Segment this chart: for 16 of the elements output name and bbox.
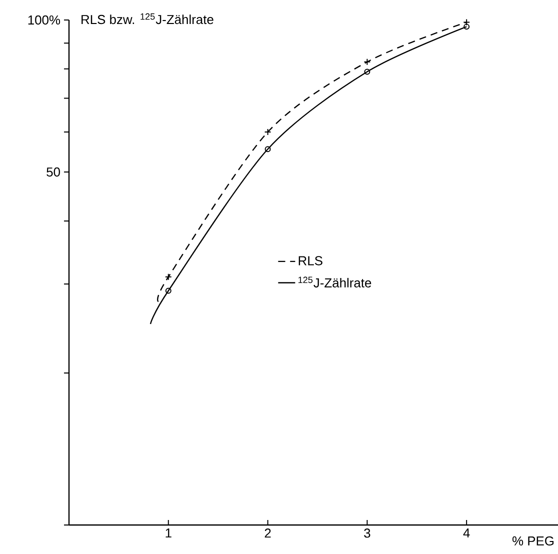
x-tick-label: 3 bbox=[364, 528, 370, 538]
point bbox=[164, 273, 172, 280]
legend-label: $^{125}$J-Zählrate bbox=[298, 276, 372, 288]
point bbox=[165, 288, 172, 294]
y-tick-label: 100% bbox=[28, 15, 60, 25]
x-tick-label: 2 bbox=[264, 528, 271, 538]
point bbox=[264, 128, 272, 136]
y-tick-label: 50 bbox=[46, 167, 60, 177]
point bbox=[264, 146, 271, 152]
x-tick-label: 4 bbox=[463, 528, 470, 538]
x-axis-title: % PEG bbox=[512, 536, 554, 546]
point bbox=[364, 58, 371, 66]
x-tick-label: 1 bbox=[166, 528, 172, 538]
legend-label: RLS bbox=[298, 256, 322, 266]
point bbox=[364, 68, 370, 75]
y-axis-title: RLS bzw. $^{125}$J-Zählrate bbox=[82, 13, 214, 24]
